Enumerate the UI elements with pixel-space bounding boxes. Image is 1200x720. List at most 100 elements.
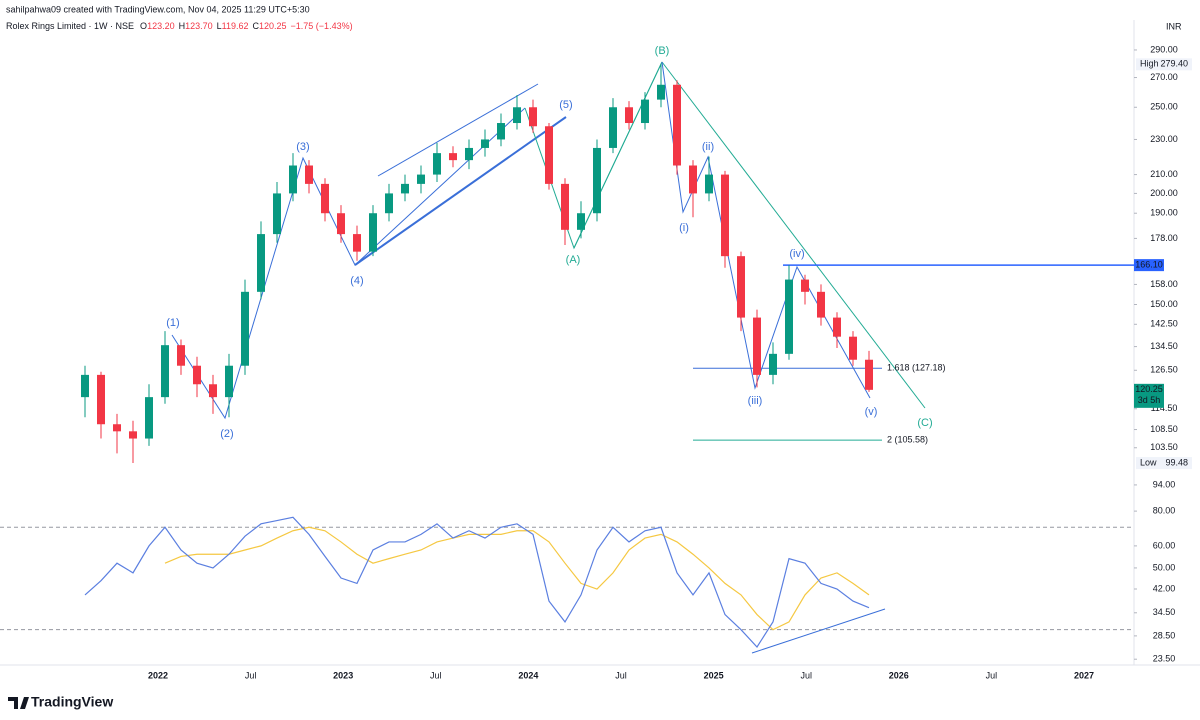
rsi-tick-label: 50.00 [1153,562,1176,572]
x-tick-label: 2024 [518,670,538,680]
candle-body [609,107,617,148]
candle-body [193,365,201,385]
level-badge-label: 166.10 [1135,259,1163,269]
candle-body [81,374,89,398]
candle-body [401,183,409,194]
candle-body [145,397,153,439]
candle-body [721,174,729,257]
wave-label: (5) [559,99,572,111]
candle-body [417,174,425,184]
channel-upper [377,83,539,177]
countdown: 3d 5h [1138,395,1161,405]
candle-body [449,153,457,161]
wave-label: (i) [679,222,689,234]
candle-body [577,213,585,230]
candle-body [865,359,873,390]
logo: TradingView [8,694,113,710]
symbol-line: Rolex Rings Limited · 1W · NSE O123.20 H12… [6,21,353,31]
candle-body [737,256,745,318]
y-tick-label: 114.50 [1151,403,1178,413]
y-tick-label: 230.00 [1150,134,1178,144]
badge-tag: Low [1140,457,1157,467]
y-tick-label: 103.50 [1150,442,1178,452]
candle-body [673,84,681,166]
rsi-tick-label: 60.00 [1153,540,1176,550]
x-tick-label: 2022 [148,670,168,680]
candle-body [593,147,601,214]
level-badge [1134,259,1164,272]
y-tick-label: 126.50 [1150,365,1178,375]
candle-body [321,183,329,214]
candle-body [433,153,441,175]
rsi-line [84,516,870,648]
last-price-badge [1134,383,1164,408]
badge-bg [1136,58,1192,71]
badge-tag: High [1140,59,1159,69]
wave-label: (iv) [789,248,804,260]
fib-label: 2 (105.58) [887,434,928,444]
wave-label: (A) [566,254,581,266]
y-tick-label: 178.00 [1150,233,1178,243]
y-tick-label: 94.00 [1153,479,1176,489]
wave-label: (B) [655,45,670,57]
x-tick-label: Jul [245,670,257,680]
candle-body [129,431,137,439]
candle-body [641,99,649,124]
wave-label: (ii) [702,141,714,153]
rsi-trend [751,608,886,654]
y-tick-label: 158.00 [1150,279,1178,289]
wave-label: (iii) [748,395,763,407]
ohlc-value: 119.62 [222,21,249,31]
candle-body [337,213,345,235]
candle-body [801,279,809,292]
triangle-left [573,61,663,249]
logo-icon [8,697,29,709]
rsi-tick-label: 23.50 [1153,654,1176,664]
subwave-line [661,61,871,399]
candle-body [753,317,761,375]
candle-body [785,279,793,354]
candle-body [353,234,361,252]
candle-body [225,365,233,398]
candle-body [97,374,105,425]
y-tick-label: 210.00 [1150,169,1178,179]
y-tick-label: 200.00 [1150,188,1178,198]
change: −1.75 (−1.43%) [291,21,353,31]
badge-bg [1136,457,1192,470]
wave-label: (v) [865,406,878,418]
logo-text: TradingView [31,694,113,710]
y-tick-label: 150.00 [1150,299,1178,309]
rsi-tick-label: 28.50 [1153,630,1176,640]
rsi-ma-line [164,526,870,631]
candle-body [705,174,713,194]
candle-body [273,193,281,235]
x-tick-label: Jul [800,670,812,680]
wave-label: (3) [296,141,309,153]
last-price-label: 120.25 [1135,384,1163,394]
y-tick-label: 134.50 [1150,341,1178,351]
candle-body [481,139,489,148]
candle-body [513,107,521,124]
ohlc-value: 120.25 [259,21,287,31]
candle-body [529,107,537,127]
y-tick-label: 270.00 [1150,72,1178,82]
candle-body [305,165,313,184]
candle-body [177,345,185,366]
candle-body [625,107,633,124]
currency: INR [1166,21,1182,31]
y-tick-label: 108.50 [1150,424,1178,434]
candle-body [497,123,505,140]
candle-body [465,147,473,161]
candle-body [209,384,217,398]
ohlc-value: 123.20 [147,21,175,31]
candle-body [769,353,777,375]
wave-label: (C) [917,417,932,429]
candle-body [561,183,569,230]
channel-lower [354,116,567,266]
fib-label: 1.618 (127.18) [887,363,946,373]
candle-body [369,213,377,252]
wave-line [171,107,526,420]
ohlc-value: 123.70 [185,21,213,31]
candle-body [817,291,825,318]
